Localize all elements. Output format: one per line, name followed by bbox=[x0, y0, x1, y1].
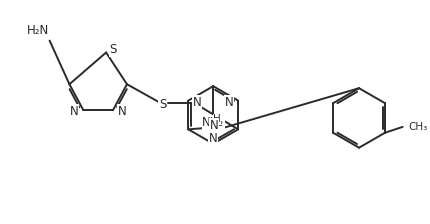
Text: N: N bbox=[209, 132, 217, 145]
Text: S: S bbox=[109, 43, 117, 56]
Text: N: N bbox=[70, 105, 79, 118]
Text: H₂N: H₂N bbox=[27, 24, 49, 37]
Text: H: H bbox=[213, 114, 221, 125]
Text: N: N bbox=[117, 105, 126, 118]
Text: NH₂: NH₂ bbox=[202, 116, 224, 129]
Text: S: S bbox=[159, 98, 166, 111]
Text: CH₃: CH₃ bbox=[408, 122, 427, 132]
Text: N: N bbox=[193, 96, 201, 109]
Text: N: N bbox=[224, 96, 233, 109]
Text: N: N bbox=[209, 119, 218, 132]
